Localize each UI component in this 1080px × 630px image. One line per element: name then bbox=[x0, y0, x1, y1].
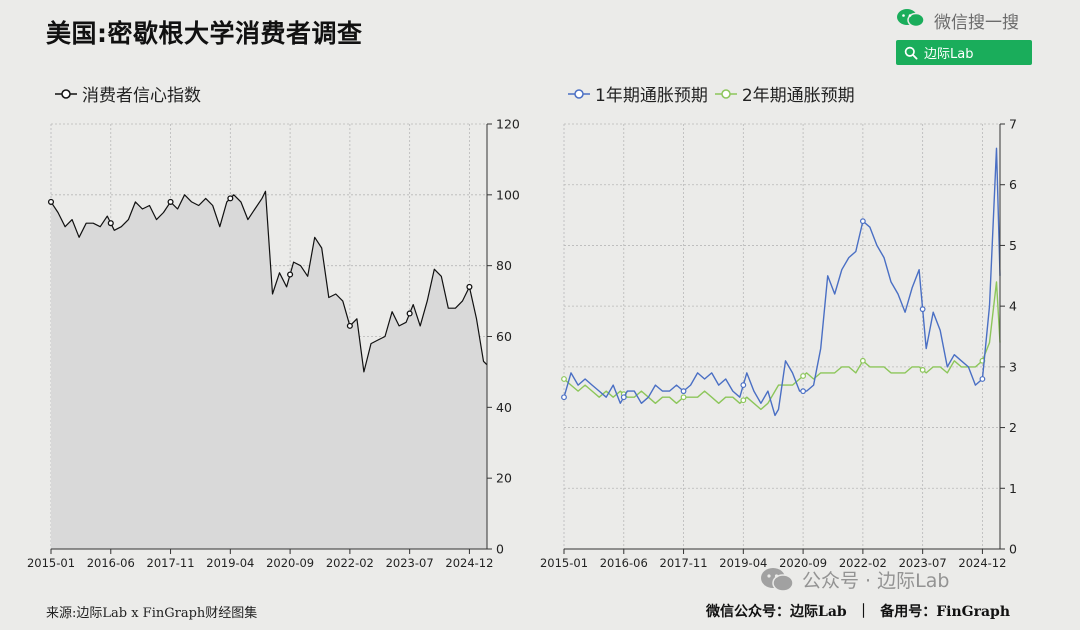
legend-marker-icon bbox=[568, 88, 590, 99]
data-point-marker bbox=[680, 394, 687, 401]
legend-item: 消费者信心指数 bbox=[54, 81, 201, 106]
x-tick-label: 2016-06 bbox=[600, 556, 648, 570]
watermark-text: 公众号 · 边际Lab bbox=[802, 570, 950, 592]
x-tick-label: 2019-04 bbox=[719, 556, 767, 570]
source-note: 来源:边际Lab x FinGraph财经图集 bbox=[46, 606, 258, 621]
legend-marker-icon bbox=[714, 88, 737, 99]
left-chart-legend: 消费者信心指数 bbox=[54, 81, 207, 106]
series-line bbox=[563, 281, 1001, 411]
data-point-marker bbox=[346, 322, 353, 329]
wechat-search-box[interactable]: 边际Lab bbox=[896, 40, 1032, 65]
data-point-marker bbox=[167, 198, 174, 205]
y-tick-label: 120 bbox=[496, 117, 520, 132]
y-tick-label: 0 bbox=[1009, 542, 1017, 557]
data-point-marker bbox=[406, 310, 413, 317]
data-point-marker bbox=[859, 218, 866, 225]
data-point-marker bbox=[740, 382, 747, 388]
wechat-watermark-icon bbox=[761, 567, 794, 592]
y-tick-label: 20 bbox=[496, 471, 512, 486]
data-point-marker bbox=[979, 376, 986, 382]
x-tick-label: 2017-11 bbox=[147, 556, 195, 570]
series-line bbox=[50, 190, 488, 373]
y-tick-label: 2 bbox=[1009, 420, 1017, 435]
x-tick-label: 2020-09 bbox=[266, 556, 314, 570]
x-tick-label: 2023-07 bbox=[386, 556, 434, 570]
y-tick-label: 6 bbox=[1009, 177, 1017, 192]
y-tick-label: 4 bbox=[1009, 299, 1017, 314]
wechat-search-label: 微信搜一搜 bbox=[934, 12, 1019, 33]
right-chart-legend: 1年期通胀预期 2年期通胀预期 bbox=[567, 81, 861, 106]
y-tick-label: 80 bbox=[496, 258, 512, 273]
x-tick-label: 2024-12 bbox=[445, 556, 493, 570]
x-tick-label: 2017-11 bbox=[660, 556, 708, 570]
data-point-marker bbox=[919, 306, 926, 313]
search-icon bbox=[904, 46, 918, 60]
series-line bbox=[563, 147, 1001, 417]
x-tick-label: 2022-02 bbox=[839, 556, 887, 570]
data-point-marker bbox=[859, 357, 866, 364]
wechat-search-badge: 微信搜一搜 边际Lab bbox=[896, 8, 1036, 68]
data-point-marker bbox=[800, 388, 806, 395]
area-fill bbox=[51, 191, 487, 550]
y-tick-label: 3 bbox=[1009, 359, 1017, 374]
y-tick-label: 1 bbox=[1009, 481, 1017, 496]
y-tick-label: 7 bbox=[1009, 117, 1017, 132]
y-tick-label: 0 bbox=[496, 542, 504, 557]
data-point-marker bbox=[287, 271, 294, 278]
legend-label: 2年期通胀预期 bbox=[741, 86, 855, 106]
x-tick-label: 2015-01 bbox=[540, 556, 588, 570]
data-point-marker bbox=[466, 283, 473, 290]
data-point-marker bbox=[561, 376, 567, 382]
data-point-marker bbox=[227, 195, 234, 202]
x-tick-label: 2022-02 bbox=[326, 556, 374, 570]
legend-label: 1年期通胀预期 bbox=[595, 86, 708, 106]
legend-item: 1年期通胀预期 bbox=[567, 81, 708, 106]
data-point-marker bbox=[620, 394, 627, 401]
x-tick-label: 2023-07 bbox=[899, 556, 947, 570]
data-point-marker bbox=[740, 397, 747, 404]
legend-marker-icon bbox=[55, 88, 77, 99]
x-tick-label: 2019-04 bbox=[206, 556, 254, 570]
data-point-marker bbox=[561, 394, 567, 401]
legend-item: 2年期通胀预期 bbox=[714, 81, 855, 106]
x-tick-label: 2020-09 bbox=[779, 556, 827, 570]
x-tick-label: 2015-01 bbox=[27, 556, 75, 570]
footer-account: 微信公众号：边际Lab ｜ 备用号：FinGraph bbox=[706, 604, 1011, 620]
x-tick-label: 2016-06 bbox=[87, 556, 135, 570]
y-tick-label: 40 bbox=[496, 400, 512, 415]
data-point-marker bbox=[107, 220, 114, 227]
data-point-marker bbox=[680, 388, 687, 395]
data-point-marker bbox=[919, 366, 926, 373]
y-tick-label: 100 bbox=[496, 187, 520, 202]
page-title: 美国:密歇根大学消费者调查 bbox=[46, 19, 363, 48]
y-tick-label: 5 bbox=[1009, 238, 1017, 253]
wechat-search-query: 边际Lab bbox=[924, 47, 974, 62]
wechat-icon bbox=[896, 8, 926, 32]
data-point-marker bbox=[47, 198, 55, 205]
x-tick-label: 2024-12 bbox=[958, 556, 1006, 570]
data-point-marker bbox=[800, 373, 806, 379]
y-tick-label: 60 bbox=[496, 329, 512, 344]
watermark: 公众号 · 边际Lab bbox=[760, 566, 949, 593]
legend-label: 消费者信心指数 bbox=[82, 86, 201, 106]
